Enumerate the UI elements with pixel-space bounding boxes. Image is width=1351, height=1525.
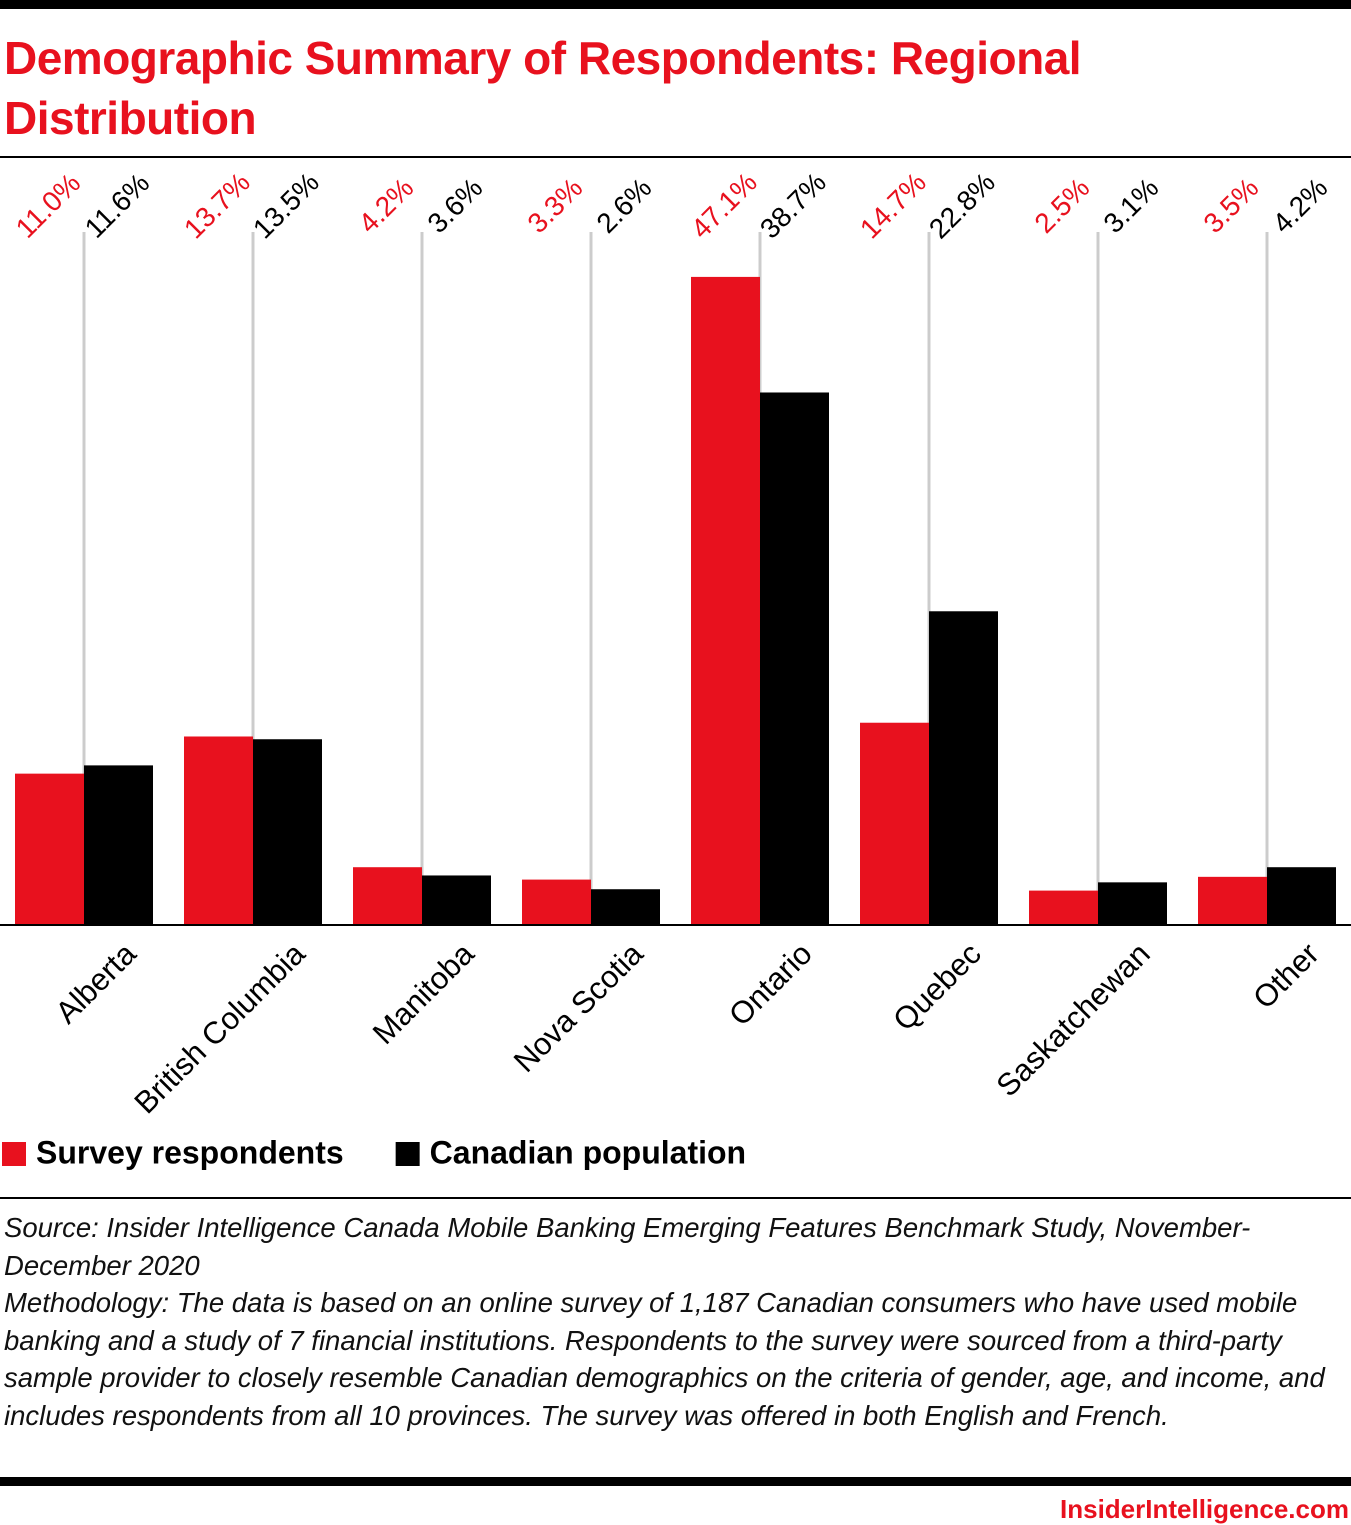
legend-label: Survey respondents — [36, 1134, 344, 1170]
value-label: 3.1% — [1097, 172, 1164, 239]
bar — [253, 739, 322, 925]
value-label: 3.3% — [521, 172, 588, 239]
legend-label: Canadian population — [430, 1134, 746, 1170]
bar — [1198, 876, 1267, 925]
chart-title: Demographic Summary of Respondents: Regi… — [4, 32, 1082, 144]
bar — [353, 867, 422, 925]
bottom-rule — [0, 1477, 1351, 1486]
value-label: 4.2% — [352, 172, 419, 239]
bar — [1029, 890, 1098, 925]
value-label: 13.7% — [178, 166, 256, 244]
value-label: 11.6% — [79, 167, 156, 244]
bar — [691, 276, 760, 925]
top-rule — [0, 0, 1351, 9]
x-tick-label: Alberta — [49, 935, 144, 1030]
value-label: 38.7% — [754, 166, 832, 244]
value-label: 47.1% — [685, 166, 763, 244]
bar — [15, 773, 84, 925]
x-tick-label: Ontario — [722, 936, 819, 1033]
divider — [0, 156, 1351, 158]
value-label: 4.2% — [1266, 172, 1333, 239]
bar — [760, 392, 829, 925]
x-tick-label: Saskatchewan — [989, 936, 1156, 1103]
methodology: Methodology: The data is based on an onl… — [4, 1287, 1325, 1431]
legend-swatch — [395, 1142, 420, 1166]
source: Source: Insider Intelligence Canada Mobi… — [4, 1212, 1251, 1281]
x-tick-label: Manitoba — [366, 935, 481, 1050]
bar — [84, 765, 153, 925]
x-tick-label: Other — [1246, 936, 1326, 1016]
bar — [591, 889, 660, 925]
bar — [184, 736, 253, 925]
x-tick-label: Nova Scotia — [507, 935, 650, 1078]
divider — [0, 1197, 1351, 1199]
x-tick-label: Quebec — [886, 936, 988, 1038]
value-label: 13.5% — [247, 166, 325, 244]
value-label: 2.6% — [590, 172, 657, 239]
bar — [860, 722, 929, 925]
bar — [422, 875, 491, 925]
chart: 11.0%11.6% Alberta 13.7%13.5% British Colum… — [0, 166, 1351, 1170]
bar — [1267, 867, 1336, 925]
value-label: 3.5% — [1197, 172, 1264, 239]
value-label: 3.6% — [421, 172, 488, 239]
value-label: 2.5% — [1028, 172, 1095, 239]
legend-swatch — [2, 1142, 26, 1166]
brand: InsiderIntelligence.com — [1060, 1494, 1349, 1524]
value-label: 11.0% — [10, 167, 87, 244]
x-tick-label: British Columbia — [127, 935, 312, 1120]
value-label: 22.8% — [923, 166, 1001, 244]
value-label: 14.7% — [854, 166, 932, 244]
bar — [1098, 882, 1167, 925]
bar — [929, 611, 998, 925]
bar — [522, 879, 591, 925]
